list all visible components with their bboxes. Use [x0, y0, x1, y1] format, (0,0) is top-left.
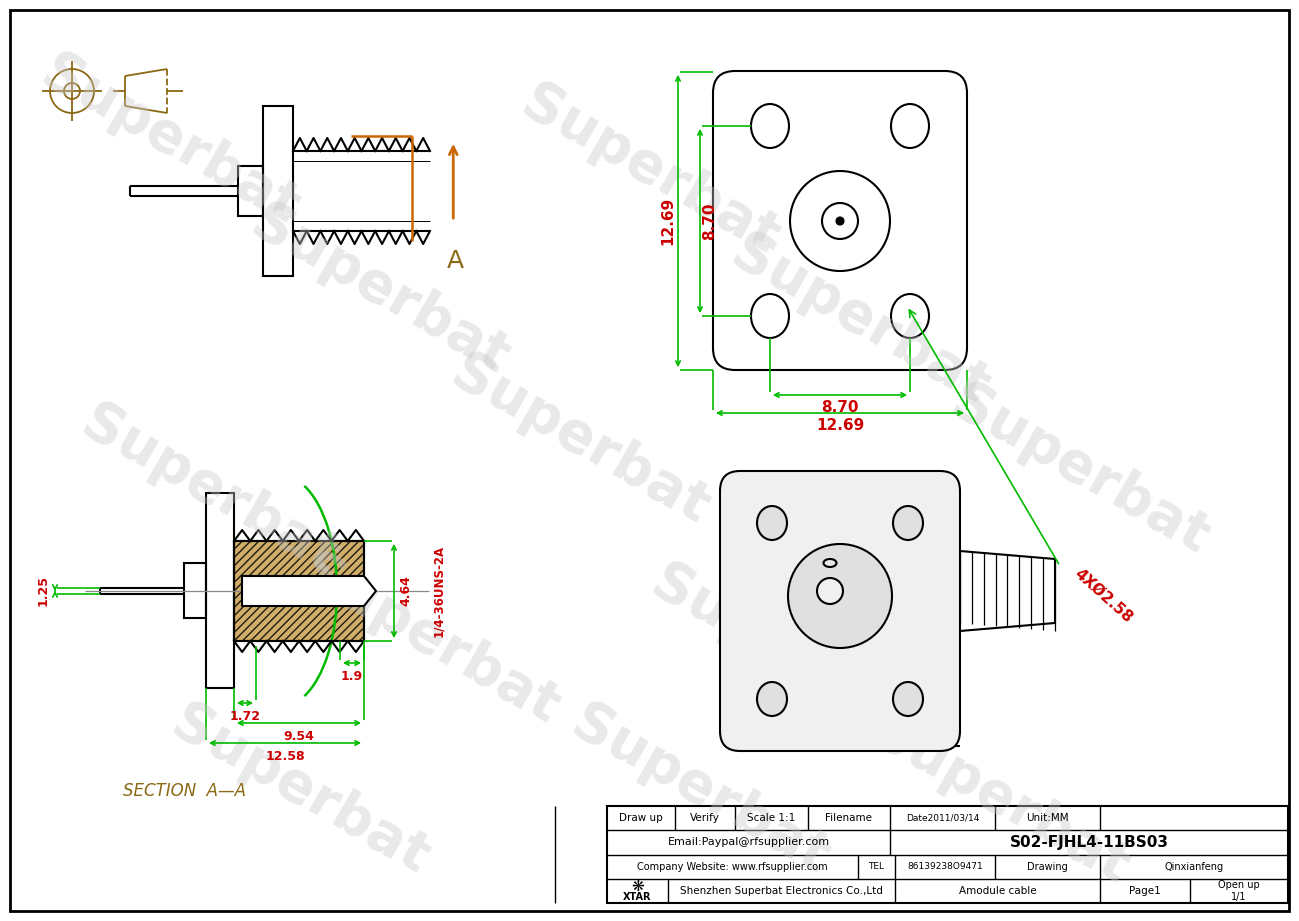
Text: XTAR: XTAR: [624, 892, 652, 902]
Bar: [234, 541, 364, 641]
Ellipse shape: [892, 682, 924, 716]
Text: Scale 1:1: Scale 1:1: [747, 813, 795, 823]
Text: Page1: Page1: [1129, 886, 1161, 896]
Text: Superbat: Superbat: [242, 195, 518, 386]
Text: Open up
1/1: Open up 1/1: [1218, 880, 1260, 902]
Text: Superbat: Superbat: [642, 555, 918, 746]
Text: Filename: Filename: [825, 813, 873, 823]
Bar: [184, 563, 207, 618]
Text: ❋: ❋: [631, 879, 644, 893]
Circle shape: [822, 203, 859, 239]
Text: Unit:MM: Unit:MM: [1026, 813, 1069, 823]
Text: 8.70: 8.70: [821, 401, 859, 415]
Bar: [262, 106, 294, 276]
Text: 1.25: 1.25: [36, 576, 49, 607]
FancyBboxPatch shape: [720, 471, 960, 751]
Text: SECTION  A—A: SECTION A—A: [123, 782, 247, 800]
Text: Date2011/03/14: Date2011/03/14: [905, 813, 979, 822]
Text: Superbat: Superbat: [512, 76, 788, 266]
Text: Superbat: Superbat: [292, 545, 568, 736]
FancyBboxPatch shape: [713, 71, 966, 370]
Text: TEL: TEL: [869, 862, 885, 871]
Text: 12.69: 12.69: [660, 197, 675, 245]
Text: Superbat: Superbat: [942, 376, 1218, 566]
Text: Company Website: www.rfsupplier.com: Company Website: www.rfsupplier.com: [638, 862, 827, 871]
Text: 12.58: 12.58: [265, 750, 305, 763]
Text: Superbat: Superbat: [722, 226, 998, 416]
Text: Drawing: Drawing: [1028, 862, 1068, 871]
Bar: [234, 541, 364, 641]
Text: Superbat: Superbat: [162, 695, 438, 886]
Text: 1.72: 1.72: [230, 709, 261, 722]
Text: S02-FJHL4-11BS03: S02-FJHL4-11BS03: [1009, 834, 1169, 850]
Text: Verify: Verify: [690, 813, 720, 823]
Circle shape: [837, 217, 844, 225]
Ellipse shape: [891, 104, 929, 148]
Text: Superbat: Superbat: [562, 695, 838, 886]
Circle shape: [788, 544, 892, 648]
Text: Superbat: Superbat: [71, 396, 348, 587]
Text: 4XØ2.58: 4XØ2.58: [1072, 566, 1135, 626]
Bar: [207, 493, 234, 688]
Text: 8.70: 8.70: [703, 203, 717, 239]
Bar: [607, 806, 1289, 903]
Text: Draw up: Draw up: [620, 813, 662, 823]
Circle shape: [790, 171, 890, 271]
Text: 9.54: 9.54: [283, 729, 314, 742]
Ellipse shape: [892, 506, 924, 540]
Text: 12.69: 12.69: [816, 418, 864, 434]
Text: 1/4-36UNS-2A: 1/4-36UNS-2A: [433, 545, 446, 637]
Bar: [238, 166, 262, 216]
Circle shape: [817, 578, 843, 604]
Ellipse shape: [757, 682, 787, 716]
Ellipse shape: [751, 104, 788, 148]
Ellipse shape: [751, 294, 788, 338]
Polygon shape: [242, 576, 375, 606]
Text: Amodule cable: Amodule cable: [959, 886, 1037, 896]
Text: A: A: [447, 249, 464, 273]
Text: 1.9: 1.9: [340, 670, 362, 682]
Text: Shenzhen Superbat Electronics Co.,Ltd: Shenzhen Superbat Electronics Co.,Ltd: [681, 886, 883, 896]
Text: Superbat: Superbat: [442, 345, 718, 536]
Text: 86139238O9471: 86139238O9471: [907, 862, 983, 871]
Text: 4.64: 4.64: [400, 576, 413, 606]
Ellipse shape: [757, 506, 787, 540]
Ellipse shape: [891, 294, 929, 338]
Text: Superbat: Superbat: [32, 46, 308, 237]
Text: Superbat: Superbat: [863, 705, 1138, 896]
Ellipse shape: [824, 559, 837, 567]
Text: Qinxianfeng: Qinxianfeng: [1164, 862, 1224, 871]
Text: Email:Paypal@rfsupplier.com: Email:Paypal@rfsupplier.com: [668, 837, 830, 847]
